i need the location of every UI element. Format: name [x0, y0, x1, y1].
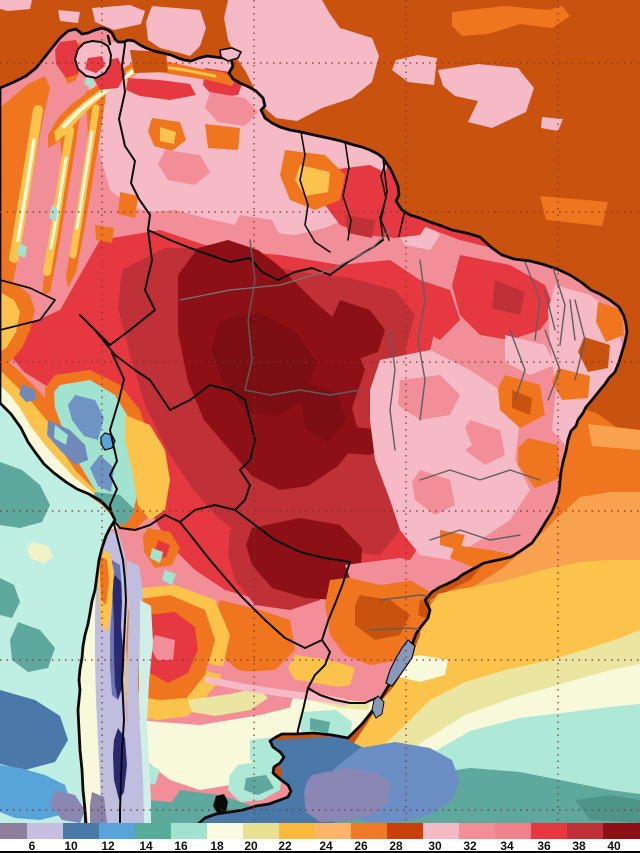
svg-text:12: 12	[101, 839, 115, 853]
svg-text:20: 20	[244, 839, 258, 853]
svg-text:38: 38	[572, 839, 586, 853]
svg-text:28: 28	[389, 839, 403, 853]
svg-text:40: 40	[607, 839, 621, 853]
svg-text:14: 14	[139, 839, 153, 853]
svg-text:18: 18	[210, 839, 224, 853]
svg-text:36: 36	[537, 839, 551, 853]
svg-text:30: 30	[428, 839, 442, 853]
svg-text:6: 6	[29, 839, 36, 853]
svg-text:10: 10	[64, 839, 78, 853]
svg-text:24: 24	[319, 839, 333, 853]
svg-text:16: 16	[174, 839, 188, 853]
svg-text:26: 26	[354, 839, 368, 853]
svg-text:22: 22	[278, 839, 292, 853]
svg-text:32: 32	[463, 839, 477, 853]
svg-text:34: 34	[500, 839, 514, 853]
